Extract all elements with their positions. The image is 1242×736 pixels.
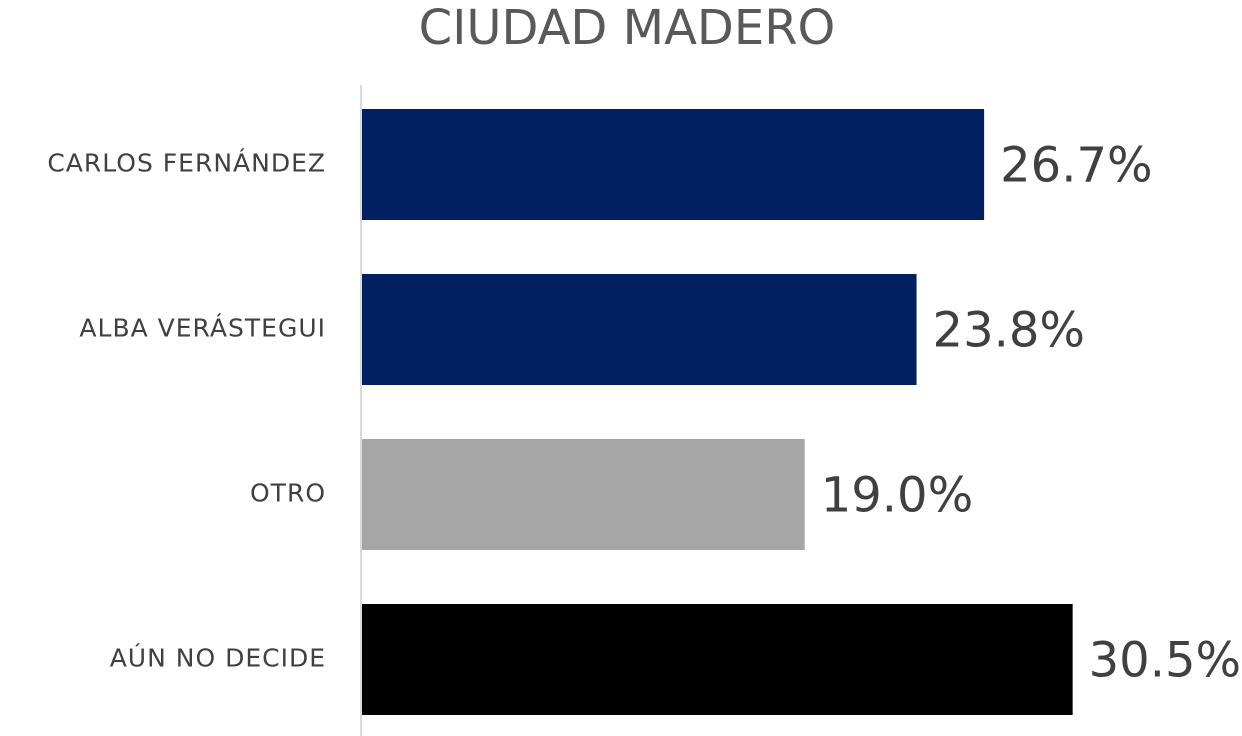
bar (362, 439, 805, 550)
value-label: 23.8% (933, 303, 1085, 359)
bar (362, 604, 1073, 715)
y-tick-label: AÚN NO DECIDE (110, 643, 326, 673)
y-tick-label: ALBA VERÁSTEGUI (79, 314, 326, 343)
value-label: 30.5% (1089, 633, 1241, 689)
value-label: 26.7% (1000, 138, 1152, 194)
chart-title: CIUDAD MADERO (419, 0, 836, 56)
bar (362, 274, 917, 385)
value-label: 19.0% (821, 468, 973, 524)
y-tick-label: OTRO (250, 479, 326, 508)
bar (362, 109, 985, 220)
y-tick-label: CARLOS FERNÁNDEZ (47, 149, 326, 178)
